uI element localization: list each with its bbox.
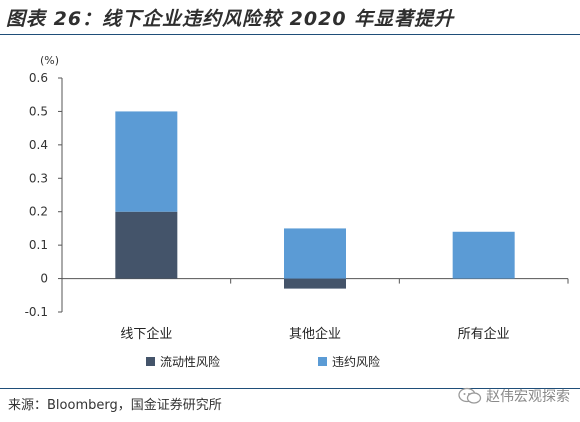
y-axis-unit-label: (%) [40, 54, 59, 67]
y-tick-label: 0.5 [29, 104, 48, 118]
source-note: 来源：Bloomberg，国金证券研究所 [8, 398, 222, 413]
watermark-text: 赵伟宏观探索 [486, 389, 570, 405]
chart-title: 图表 26：线下企业违约风险较 2020 年显著提升 [6, 8, 455, 30]
footer-divider [0, 388, 580, 389]
watermark: 赵伟宏观探索 [458, 386, 570, 406]
y-tick-label: 0 [40, 272, 48, 286]
legend-label: 流动性风险 [160, 354, 220, 369]
wechat-icon [458, 387, 482, 404]
x-tick-label: 所有企业 [458, 326, 510, 342]
bar-segment [284, 278, 346, 289]
x-tick-label: 其他企业 [289, 326, 341, 342]
bar-segment [284, 228, 346, 279]
stacked-bar-chart: (%) 0.6 0.5 0.4 0.3 0.2 0.1 0 -0.1 线下企业 其他企业 所有企业流动… [25, 54, 569, 369]
title-bar: 图表 26：线下企业违约风险较 2020 年显著提升 [0, 0, 580, 35]
legend-label: 违约风险 [332, 354, 380, 369]
chart-area: (%) 0.6 0.5 0.4 0.3 0.2 0.1 0 -0.1 线下企业 其他企业 所有企业流动… [0, 40, 580, 380]
x-tick-label: 线下企业 [120, 326, 172, 342]
y-tick-label: 0.4 [29, 138, 48, 152]
y-tick-label: -0.1 [25, 305, 48, 319]
bar-segment [115, 211, 178, 279]
legend-swatch [146, 357, 155, 366]
y-tick-label: 0.3 [29, 171, 48, 185]
y-tick-label: 0.1 [29, 238, 48, 252]
bar-segment [115, 111, 178, 212]
y-tick-label: 0.2 [29, 205, 48, 219]
legend-swatch [318, 357, 327, 366]
y-tick-label: 0.6 [29, 71, 48, 85]
bar-segment [452, 231, 515, 279]
